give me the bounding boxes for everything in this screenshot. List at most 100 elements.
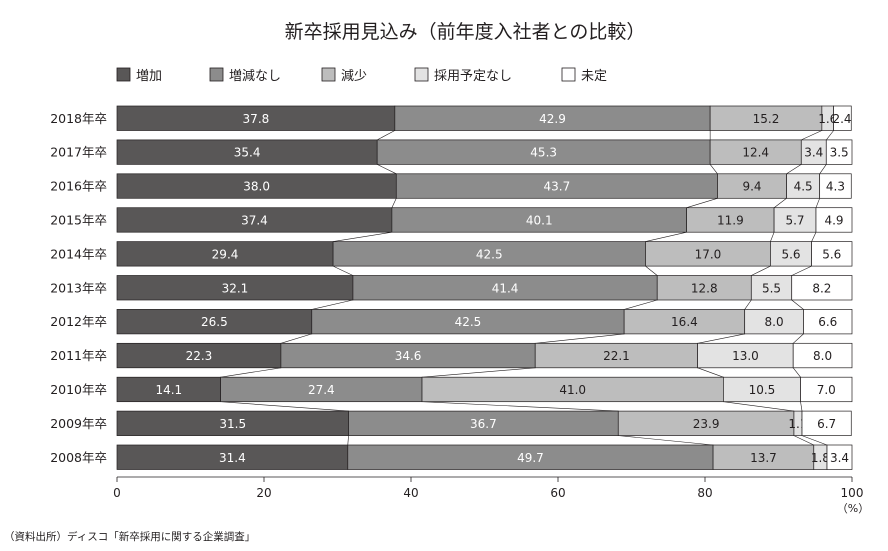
bar-segment xyxy=(394,105,711,131)
data-label: 42.5 xyxy=(455,315,482,329)
bar-segment xyxy=(116,173,397,199)
connector-line xyxy=(697,367,724,378)
data-label: 42.5 xyxy=(476,247,503,261)
bar-segment xyxy=(376,139,711,165)
data-label: 49.7 xyxy=(517,451,544,465)
connector-line xyxy=(377,164,397,175)
data-label: 13.0 xyxy=(732,349,759,363)
connector-line xyxy=(792,367,801,378)
bar-segment xyxy=(826,444,853,470)
connector-line xyxy=(280,333,312,344)
data-label: 1.8 xyxy=(811,451,830,465)
data-label: 10.5 xyxy=(749,383,776,397)
data-label: 41.0 xyxy=(559,383,586,397)
data-label: 3.4 xyxy=(804,146,823,160)
bar-segment xyxy=(811,241,853,267)
connector-line xyxy=(333,231,392,242)
data-label: 32.1 xyxy=(222,281,249,295)
connector-line xyxy=(391,198,397,208)
connector-line xyxy=(697,333,745,344)
category-label: 2014年卒 xyxy=(50,246,107,261)
data-label: 22.1 xyxy=(603,349,630,363)
category-label: 2013年卒 xyxy=(50,280,107,295)
connector-line xyxy=(744,299,752,310)
connector-line xyxy=(618,435,714,446)
data-label: 5.7 xyxy=(785,213,804,227)
bar-segment xyxy=(623,309,746,335)
connector-line xyxy=(220,367,281,378)
data-label: 8.0 xyxy=(765,315,784,329)
data-label: 6.6 xyxy=(818,315,837,329)
connector-line xyxy=(800,401,803,412)
data-label: 13.7 xyxy=(750,451,777,465)
connector-line xyxy=(819,164,827,174)
connector-line xyxy=(793,435,814,446)
connector-line xyxy=(377,130,395,141)
connector-line xyxy=(801,435,828,446)
data-label: 43.7 xyxy=(544,180,571,194)
data-label: 8.0 xyxy=(813,349,832,363)
data-label: 5.5 xyxy=(762,281,781,295)
connector-line xyxy=(811,232,817,242)
bar-segment xyxy=(825,139,853,165)
connector-line xyxy=(801,130,822,141)
bar-segment xyxy=(116,410,349,436)
bar-segment xyxy=(792,342,853,369)
bar-segment xyxy=(116,444,349,470)
category-label: 2016年卒 xyxy=(50,179,107,194)
bar-segment xyxy=(116,105,396,131)
bar-segment xyxy=(712,444,815,470)
connector-line xyxy=(770,232,775,242)
data-label: 41.4 xyxy=(492,281,519,295)
connector-line xyxy=(645,265,658,276)
data-label: 15.2 xyxy=(753,112,780,126)
connector-line xyxy=(815,198,820,208)
category-label: 2011年卒 xyxy=(50,348,107,363)
x-tick-label: 40 xyxy=(403,486,418,500)
data-label: 17.0 xyxy=(695,247,722,261)
bar-segment xyxy=(819,173,852,199)
data-label: 3.4 xyxy=(830,451,849,465)
x-axis: 0 20 40 60 80 100 xyxy=(113,476,863,500)
data-label: 27.4 xyxy=(308,383,335,397)
data-label: 45.3 xyxy=(530,146,557,160)
data-label: 6.7 xyxy=(817,417,836,431)
legend-label: 増加 xyxy=(136,69,162,84)
connector-line xyxy=(773,198,787,208)
data-label: 4.5 xyxy=(794,180,813,194)
data-label: 37.8 xyxy=(243,112,270,126)
connector-line xyxy=(535,333,625,344)
data-label: 35.4 xyxy=(234,146,261,160)
legend-swatch-4 xyxy=(414,67,429,82)
data-label: 23.9 xyxy=(693,417,720,431)
data-label: 34.6 xyxy=(395,349,422,363)
data-label: 31.5 xyxy=(219,417,246,431)
bar-segment xyxy=(116,376,221,403)
bar-segment xyxy=(395,173,718,199)
bar-segment xyxy=(116,342,282,369)
legend-swatch-5 xyxy=(561,67,576,82)
connector-line xyxy=(347,435,349,446)
bar-segment xyxy=(791,275,853,301)
data-label: 14.1 xyxy=(155,383,182,397)
bar-segment xyxy=(220,376,423,403)
data-label: 7.0 xyxy=(817,383,836,397)
bar-segment xyxy=(803,309,853,335)
bar-segment xyxy=(116,139,378,165)
data-label: 16.4 xyxy=(671,315,698,329)
data-label: 12.4 xyxy=(742,146,769,160)
bar-segment xyxy=(786,173,821,199)
data-label: 40.1 xyxy=(526,213,553,227)
data-label: 31.4 xyxy=(219,451,246,465)
connector-line xyxy=(791,299,804,310)
category-label: 2018年卒 xyxy=(50,111,107,126)
connector-line xyxy=(624,299,658,310)
data-label: 5.6 xyxy=(781,247,800,261)
x-tick-label: 80 xyxy=(697,486,712,500)
data-label: 4.3 xyxy=(826,180,845,194)
bar-segment xyxy=(116,241,334,267)
category-label: 2017年卒 xyxy=(50,145,107,160)
chart-title: 新卒採用見込み（前年度入社者との比較） xyxy=(285,21,646,43)
connector-line xyxy=(311,299,354,310)
bar-segment xyxy=(709,139,802,165)
